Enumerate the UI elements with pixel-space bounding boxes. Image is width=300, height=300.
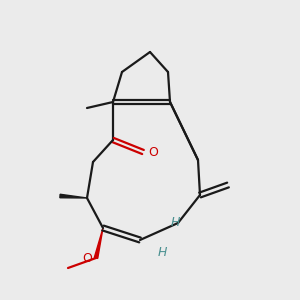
Text: H: H	[170, 215, 180, 229]
Polygon shape	[60, 194, 87, 198]
Text: H: H	[157, 245, 167, 259]
Text: O: O	[82, 251, 92, 265]
Polygon shape	[94, 228, 103, 258]
Text: O: O	[148, 146, 158, 158]
